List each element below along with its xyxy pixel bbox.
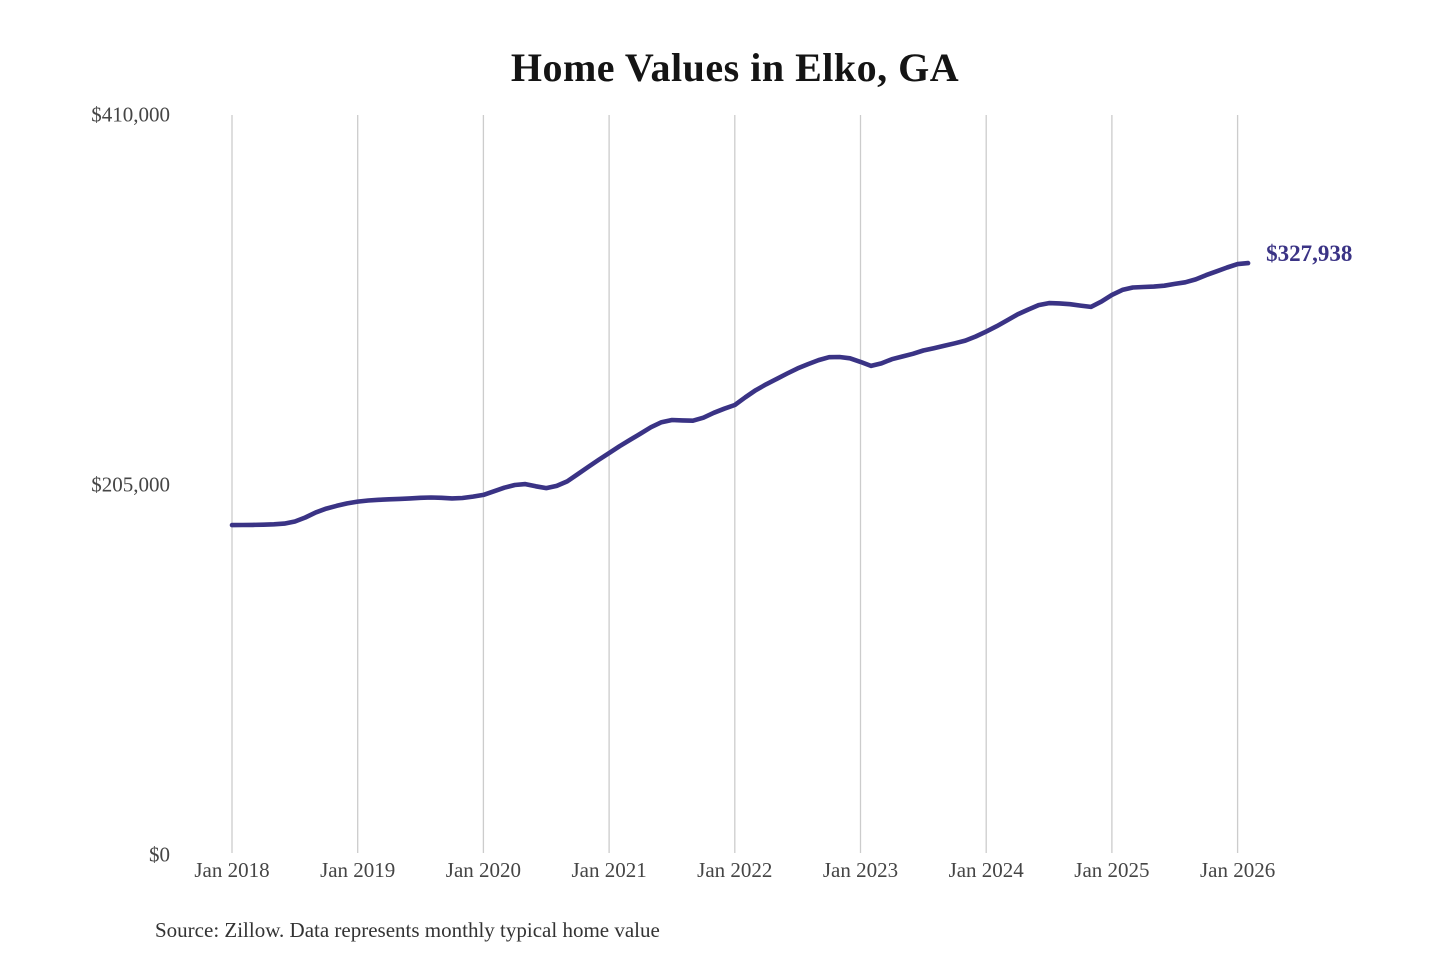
x-axis-tick-label: Jan 2023 <box>822 858 899 882</box>
x-axis-tick-label: Jan 2021 <box>571 858 647 882</box>
y-axis-tick-label: $205,000 <box>91 472 170 497</box>
y-axis-tick-label: $0 <box>149 842 170 867</box>
end-value-label: $327,938 <box>1266 241 1353 267</box>
x-axis-tick-label: Jan 2018 <box>194 858 270 882</box>
x-axis-tick-label: Jan 2019 <box>320 858 396 882</box>
chart-title: Home Values in Elko, GA <box>510 45 960 90</box>
home-value-line <box>229 260 1251 528</box>
x-axis-tick-label: Jan 2025 <box>1074 858 1150 882</box>
source-note: Source: Zillow. Data represents monthly … <box>155 918 660 942</box>
x-axis-tick-label: Jan 2026 <box>1199 858 1276 882</box>
x-axis-tick-label: Jan 2022 <box>697 858 773 882</box>
x-axis-tick-label: Jan 2024 <box>948 858 1024 882</box>
y-axis-tick-label: $410,000 <box>91 102 170 127</box>
x-axis-tick-label: Jan 2020 <box>445 858 522 882</box>
